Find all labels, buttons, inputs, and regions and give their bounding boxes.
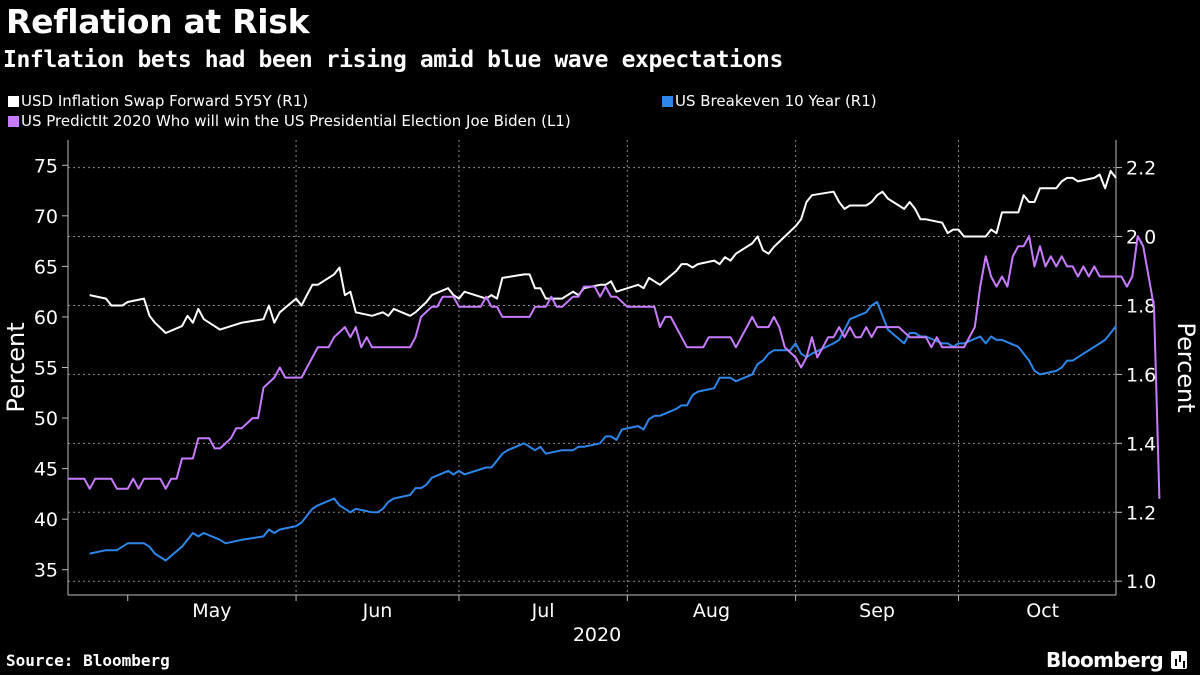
right-axis-tick-label: 1.0 xyxy=(1126,571,1156,593)
left-axis-tick-label: 65 xyxy=(34,256,58,278)
left-axis-tick-label: 75 xyxy=(34,155,58,177)
left-axis-tick-label: 70 xyxy=(34,206,58,228)
bloomberg-logo: Bloomberg xyxy=(1046,647,1188,673)
x-axis-month-label: May xyxy=(192,600,231,622)
left-axis-tick-label: 50 xyxy=(34,408,58,430)
x-axis-month-label: Sep xyxy=(859,600,895,622)
x-axis-year-label: 2020 xyxy=(573,624,621,646)
left-axis-tick-label: 40 xyxy=(34,509,58,531)
x-axis-month-label: Jul xyxy=(531,600,555,622)
chart-subtitle: Inflation bets had been rising amid blue… xyxy=(3,47,783,73)
legend-item-inflation-swap: USD Inflation Swap Forward 5Y5Y (R1) xyxy=(8,91,308,111)
right-axis-tick-label: 2.0 xyxy=(1126,227,1156,249)
right-axis-tick-label: 1.8 xyxy=(1126,295,1156,317)
left-axis-title: Percent xyxy=(2,322,30,412)
series-line-predictit-biden xyxy=(68,235,1161,499)
terminal-icon xyxy=(1171,651,1188,669)
legend-swatch-purple xyxy=(8,115,19,127)
legend-label: US Breakeven 10 Year (R1) xyxy=(675,92,877,110)
source-note: Source: Bloomberg xyxy=(6,651,170,670)
logo-text: Bloomberg xyxy=(1046,648,1164,672)
legend-label: USD Inflation Swap Forward 5Y5Y (R1) xyxy=(21,92,309,110)
legend-item-predictit: US PredictIt 2020 Who will win the US Pr… xyxy=(8,111,571,131)
legend-swatch-white xyxy=(8,95,19,107)
legend-label: US PredictIt 2020 Who will win the US Pr… xyxy=(21,112,571,130)
chart-title: Reflation at Risk xyxy=(6,2,310,41)
right-axis-tick-label: 1.4 xyxy=(1126,433,1156,455)
right-axis-title: Percent xyxy=(1172,322,1200,412)
legend-swatch-blue xyxy=(662,95,673,107)
x-axis-month-label: Oct xyxy=(1026,600,1059,622)
left-axis-tick-label: 35 xyxy=(34,560,58,582)
x-axis-month-label: Aug xyxy=(693,600,730,622)
left-axis-tick-label: 55 xyxy=(34,358,58,380)
legend-item-breakeven: US Breakeven 10 Year (R1) xyxy=(662,91,877,111)
left-axis-tick-label: 45 xyxy=(34,459,58,481)
right-axis-tick-label: 1.6 xyxy=(1126,364,1156,386)
right-axis-tick-label: 1.2 xyxy=(1126,502,1156,524)
right-axis-tick-label: 2.2 xyxy=(1126,158,1156,180)
left-axis-tick-label: 60 xyxy=(34,307,58,329)
series-line-inflation-swap xyxy=(89,170,1117,334)
series-line-breakeven-10y xyxy=(89,301,1117,562)
x-axis-month-label: Jun xyxy=(362,600,393,622)
